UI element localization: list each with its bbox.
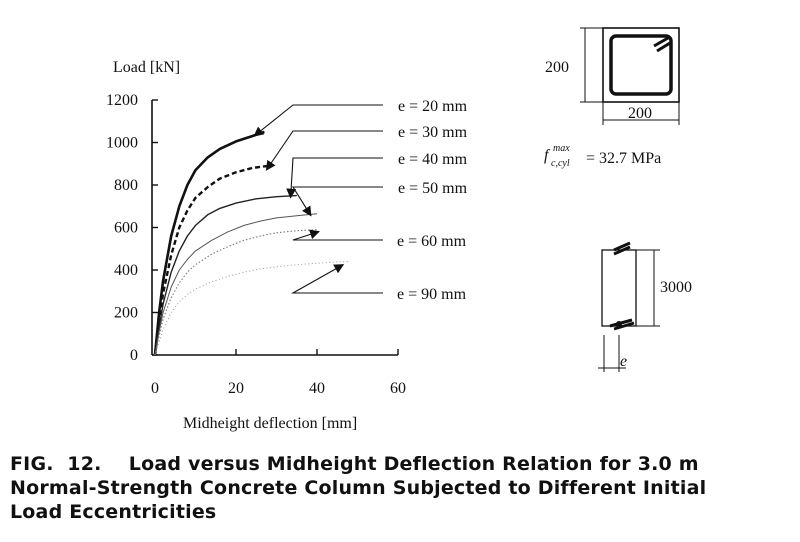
- x-ticks: 0 20 40 60: [151, 349, 406, 397]
- y-tick-label: 200: [114, 305, 138, 322]
- series-line-5: [154, 229, 318, 356]
- series-annotation-label: e = 20 mm: [398, 98, 468, 115]
- x-axis-label: Midheight deflection [mm]: [183, 415, 357, 432]
- caption-line: Load Eccentricities: [10, 501, 217, 523]
- column-top-support: [613, 241, 631, 256]
- column-bottom-pin: [616, 321, 622, 327]
- series-line-3: [154, 194, 297, 356]
- caption-line: FIG. 12. Load versus Midheight Deflectio…: [10, 453, 699, 475]
- section-height-label: 200: [545, 59, 569, 76]
- annotation-group: e = 20 mm e = 30 mm e = 40 mm e = 50 mm e = …: [253, 98, 468, 303]
- figure-caption: FIG. 12. Load versus Midheight Deflectio…: [10, 452, 795, 524]
- column-bottom-support: [609, 318, 635, 331]
- series-line-2: [153, 164, 269, 356]
- annotation-leader: [290, 264, 383, 294]
- y-tick-label: 0: [130, 347, 138, 364]
- annotation-leader: [265, 130, 383, 171]
- section-stirrup-hook: [653, 36, 671, 53]
- column-diagram: 3000 e: [598, 241, 692, 372]
- section-rebar-cage: [609, 34, 673, 96]
- series-line-4: [154, 213, 318, 356]
- y-tick-label: 1200: [106, 92, 138, 109]
- y-ticks: 0 200 400 600 800 1000 1200: [106, 92, 158, 364]
- caption-line: Normal-Strength Concrete Column Subjecte…: [10, 477, 707, 499]
- series-annotation-label: e = 90 mm: [397, 286, 467, 303]
- section-outline: [602, 27, 680, 103]
- y-tick-label: 600: [114, 220, 138, 237]
- concrete-strength: f max c,cyl = 32.7 MPa: [544, 143, 661, 169]
- x-tick-label: 20: [228, 380, 244, 397]
- strength-subscript: c,cyl: [551, 158, 570, 169]
- x-tick-label: 60: [390, 380, 406, 397]
- series-group: [153, 130, 350, 356]
- chart-axes: 0 200 400 600 800 1000 1200 0 20 40 60: [106, 92, 406, 397]
- y-tick-label: 800: [114, 177, 138, 194]
- series-annotation-label: e = 50 mm: [398, 180, 468, 197]
- series-annotation-label: e = 60 mm: [397, 233, 467, 250]
- cross-section-diagram: 200 200: [545, 27, 680, 125]
- annotation-leader: [292, 229, 383, 241]
- x-tick-label: 0: [151, 380, 159, 397]
- series-annotation-label: e = 30 mm: [398, 124, 468, 141]
- strength-symbol: f: [544, 147, 551, 164]
- strength-superscript: max: [553, 143, 570, 154]
- eccentricity-label: e: [620, 353, 627, 370]
- x-tick-label: 40: [309, 380, 325, 397]
- y-tick-label: 1000: [106, 135, 138, 152]
- annotation-leader: [253, 104, 383, 137]
- annotation-leader: [286, 157, 383, 199]
- column-length-label: 3000: [660, 279, 692, 296]
- strength-value: = 32.7 MPa: [586, 150, 661, 167]
- annotation-leader: [292, 186, 383, 217]
- column-outline: [601, 249, 637, 327]
- y-tick-label: 400: [114, 262, 138, 279]
- section-width-label: 200: [628, 105, 652, 122]
- series-annotation-label: e = 40 mm: [398, 151, 468, 168]
- series-line-1: [153, 130, 265, 356]
- y-axis-label: Load [kN]: [113, 59, 180, 76]
